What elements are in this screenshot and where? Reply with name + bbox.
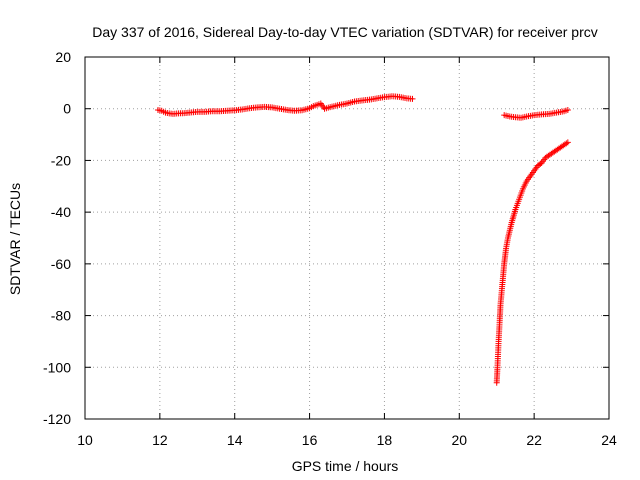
series-group — [493, 139, 571, 386]
series-group — [154, 93, 416, 117]
y-tick-label: -120 — [43, 411, 71, 427]
chart-title: Day 337 of 2016, Sidereal Day-to-day VTE… — [92, 24, 598, 40]
y-tick-label: 0 — [63, 101, 71, 117]
x-axis-label: GPS time / hours — [292, 458, 399, 474]
y-tick-label: -40 — [51, 204, 71, 220]
y-tick-label: -80 — [51, 308, 71, 324]
data-point — [563, 140, 570, 147]
data-points — [154, 93, 571, 386]
data-point — [409, 95, 416, 102]
y-tick-label: -60 — [51, 256, 71, 272]
x-tick-label: 10 — [77, 432, 93, 448]
x-tick-label: 24 — [601, 432, 617, 448]
x-tick-label: 22 — [526, 432, 542, 448]
grid — [85, 57, 609, 419]
x-tick-label: 20 — [451, 432, 467, 448]
data-point — [564, 139, 571, 146]
x-tick-label: 12 — [152, 432, 168, 448]
x-tick-label: 18 — [377, 432, 393, 448]
y-tick-label: -20 — [51, 152, 71, 168]
y-tick-label: 20 — [55, 49, 71, 65]
axes: 10 12 14 16 18 20 22 24 20 0 -20 -40 -60 -80 -100 -120 — [43, 49, 617, 448]
y-axis-label: SDTVAR / TECUs — [7, 183, 23, 295]
plot-frame — [84, 56, 610, 420]
x-tick-label: 16 — [302, 432, 318, 448]
series-group — [501, 107, 571, 121]
data-point — [564, 107, 571, 114]
x-tick-label: 14 — [227, 432, 243, 448]
y-tick-label: -100 — [43, 359, 71, 375]
